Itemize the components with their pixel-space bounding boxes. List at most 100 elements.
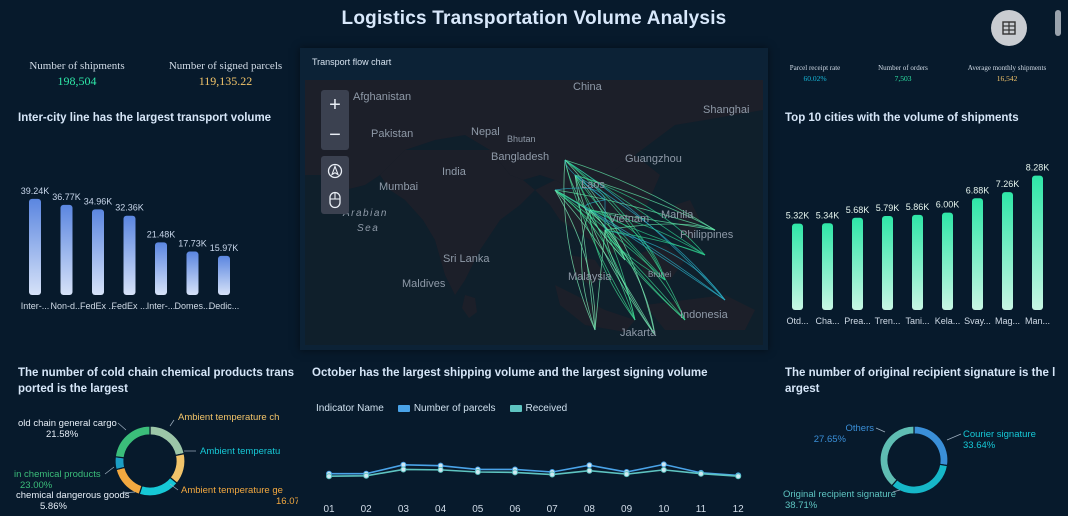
route-line — [564, 159, 666, 281]
donut-label: chemical dangerous goods — [16, 490, 130, 501]
bar-category-label: Cha... — [815, 316, 839, 326]
map-label: India — [442, 166, 467, 178]
line-point[interactable] — [474, 469, 481, 475]
bar-category-label: Dedic... — [209, 301, 240, 311]
bar[interactable] — [1002, 192, 1013, 310]
bar[interactable] — [912, 214, 923, 310]
bar[interactable] — [972, 198, 983, 310]
section-title-intercity: Inter-city line has the largest transpor… — [18, 112, 272, 124]
route-line — [554, 189, 716, 231]
bar[interactable] — [852, 217, 863, 310]
donut-slice[interactable] — [879, 425, 915, 487]
map-label: Arabian — [342, 208, 388, 219]
bar[interactable] — [792, 223, 803, 310]
legend-label: Number of parcels — [413, 403, 496, 414]
line-point[interactable] — [549, 471, 556, 478]
route-line — [574, 174, 706, 256]
grid-icon — [1002, 21, 1016, 35]
donut-slice[interactable] — [913, 425, 949, 467]
line-point[interactable] — [623, 471, 630, 478]
zoom-in-button[interactable]: + — [329, 93, 341, 116]
route-line — [589, 209, 626, 261]
route-line — [604, 229, 686, 321]
bar[interactable] — [822, 223, 833, 310]
x-axis-tick-label: 11 — [696, 504, 707, 515]
scrollbar-thumb[interactable] — [1055, 10, 1061, 36]
bar-category-label: Tani... — [905, 316, 929, 326]
bar-value-label: 5.32K — [786, 211, 810, 221]
bar[interactable] — [92, 209, 104, 295]
line-point[interactable] — [326, 473, 332, 480]
bar[interactable] — [60, 204, 73, 295]
legend-item-received[interactable]: Received — [509, 403, 567, 414]
bar-value-label: 8.28K — [1026, 163, 1050, 173]
donut-slice[interactable] — [114, 456, 126, 471]
route-line — [604, 229, 726, 301]
label-leader-line — [169, 483, 179, 491]
bar-category-label: Otd... — [786, 316, 808, 326]
bar[interactable] — [186, 251, 199, 295]
donut-label: Original recipient signature — [783, 489, 896, 500]
line-point[interactable] — [735, 473, 742, 480]
route-line — [554, 189, 596, 331]
line-point[interactable] — [512, 469, 518, 476]
bar[interactable] — [29, 198, 41, 295]
line-series — [328, 468, 739, 478]
map-label: Mumbai — [379, 181, 418, 193]
section-title-signature-1: The number of original recipient signatu… — [785, 367, 1056, 379]
route-line — [604, 229, 706, 256]
bar-category-label: FedEx ... — [80, 301, 116, 311]
donut-percent: 23.00% — [20, 480, 53, 491]
layout-toggle-button[interactable] — [991, 10, 1027, 46]
map-label: Indonesia — [680, 309, 729, 321]
map-label: Maldives — [402, 278, 446, 290]
bar[interactable] — [942, 212, 953, 310]
legend-item-parcels[interactable]: Number of parcels — [397, 403, 496, 414]
bar-value-label: 6.88K — [966, 185, 990, 195]
map-canvas[interactable]: China Afghanistan Pakistan Nepal Bhutan … — [305, 80, 763, 345]
route-line — [589, 209, 706, 256]
compass-button[interactable] — [327, 156, 343, 185]
route-line — [554, 187, 606, 201]
x-axis-tick-label: 06 — [509, 504, 521, 515]
x-axis-tick-label: 08 — [584, 504, 596, 515]
bar-category-label: FedEx ... — [111, 301, 147, 311]
kpi-orders: Number of orders 7,503 — [870, 64, 936, 83]
zoom-out-button[interactable]: − — [329, 123, 341, 146]
section-title-signature-2: argest — [785, 383, 820, 395]
route-line — [574, 174, 596, 331]
line-point[interactable] — [698, 470, 704, 477]
route-line — [574, 174, 716, 231]
label-leader-line — [169, 419, 175, 427]
mouse-button[interactable] — [328, 185, 342, 214]
kpi-signed-parcels: Number of signed parcels 119,135.22 — [168, 60, 283, 89]
line-point[interactable] — [437, 466, 444, 473]
line-point[interactable] — [586, 462, 593, 469]
line-point[interactable] — [660, 466, 667, 473]
map-label: Philippines — [680, 229, 734, 241]
bar[interactable] — [155, 242, 167, 295]
bar[interactable] — [218, 255, 230, 295]
map-label: Malaysia — [568, 271, 612, 283]
route-line — [589, 209, 726, 301]
map-label: Bangladesh — [491, 151, 549, 163]
transport-flow-map[interactable]: China Afghanistan Pakistan Nepal Bhutan … — [305, 80, 763, 345]
donut-percent: 38.71% — [785, 500, 818, 511]
x-axis-tick-label: 04 — [435, 504, 447, 515]
section-title-cold-chain-1: The number of cold chain chemical produc… — [18, 367, 295, 379]
donut-slice[interactable] — [138, 476, 178, 497]
donut-slice[interactable] — [891, 463, 949, 495]
line-point[interactable] — [660, 461, 667, 468]
line-point[interactable] — [400, 466, 407, 473]
kpi-label: Number of orders — [878, 64, 928, 72]
bar-category-label: Domes... — [174, 301, 210, 311]
donut-slice[interactable] — [114, 425, 151, 459]
line-point[interactable] — [363, 472, 370, 479]
bar[interactable] — [882, 215, 893, 310]
bar[interactable] — [1032, 175, 1043, 310]
donut-label: in chemical products — [14, 469, 101, 480]
line-point[interactable] — [586, 467, 593, 474]
line-series — [329, 463, 739, 477]
bar[interactable] — [123, 215, 136, 295]
donut-slice[interactable] — [149, 425, 185, 457]
